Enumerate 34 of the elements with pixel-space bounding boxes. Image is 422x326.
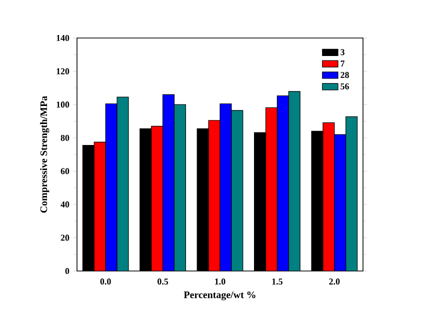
bar — [208, 120, 220, 271]
bar — [231, 110, 243, 271]
legend-label: 7 — [340, 60, 345, 66]
bar — [288, 91, 300, 271]
y-tick-label: 20 — [60, 234, 70, 241]
bar — [105, 103, 118, 271]
x-tick-label: 0.0 — [100, 278, 111, 285]
bar — [322, 122, 335, 271]
y-tick-label: 0 — [65, 268, 70, 274]
x-tick-label: 0.5 — [158, 278, 168, 285]
bar — [162, 94, 175, 271]
y-tick-label: 140 — [56, 34, 70, 42]
bar — [265, 107, 278, 271]
bar — [116, 96, 129, 271]
x-axis-title: Percentage/wt % — [184, 291, 256, 300]
y-tick-label: 120 — [56, 68, 70, 74]
bar — [334, 134, 346, 271]
x-tick-label: 1.0 — [215, 278, 226, 285]
bar — [220, 104, 232, 271]
legend-label: 56 — [340, 83, 349, 90]
legend-label: 3 — [340, 49, 344, 56]
bar — [276, 95, 289, 271]
bar — [346, 116, 358, 271]
y-tick-label: 40 — [60, 201, 70, 208]
y-axis-title: Compressive Strength/MPa — [40, 96, 50, 213]
y-tick-label: 100 — [56, 102, 70, 108]
x-tick-label: 1.5 — [272, 278, 282, 285]
y-tick-label: 80 — [60, 134, 70, 141]
bar — [174, 104, 186, 271]
bar — [94, 142, 106, 271]
bar — [151, 126, 164, 271]
y-tick-label: 60 — [60, 168, 70, 174]
x-tick-label: 2.0 — [329, 278, 340, 285]
legend-label: 28 — [340, 72, 349, 78]
